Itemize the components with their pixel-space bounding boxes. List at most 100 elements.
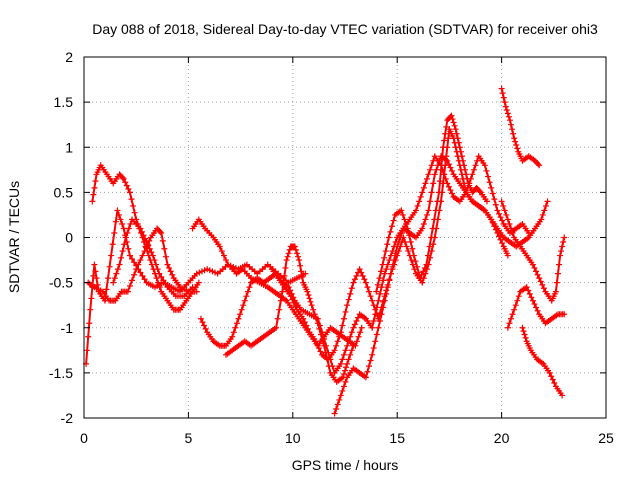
data-point xyxy=(356,266,363,273)
data-point-interp xyxy=(339,387,346,394)
data-point-interp xyxy=(111,229,118,236)
data-point-interp xyxy=(347,290,354,297)
data-point xyxy=(488,184,495,191)
data-point-interp xyxy=(119,248,126,255)
data-point-interp xyxy=(90,272,97,279)
data-point xyxy=(456,144,463,151)
data-point xyxy=(216,243,223,250)
data-point xyxy=(404,225,411,232)
data-point-interp xyxy=(492,226,499,233)
data-point-interp xyxy=(437,178,444,185)
data-point-interp xyxy=(445,135,452,142)
data-point-interp xyxy=(354,338,361,345)
data-point-interp xyxy=(351,276,358,283)
data-point-interp xyxy=(138,228,145,235)
data-point xyxy=(494,207,501,214)
y-tick-label: 0.5 xyxy=(54,184,74,200)
data-point xyxy=(137,225,144,232)
data-point-interp xyxy=(370,317,377,324)
data-point xyxy=(504,324,511,331)
data-point-interp xyxy=(292,303,299,310)
data-point-interp xyxy=(533,268,540,275)
data-point xyxy=(296,257,303,264)
data-point-interp xyxy=(361,276,368,283)
data-point-interp xyxy=(131,209,138,216)
x-tick-label: 5 xyxy=(185,430,193,446)
data-point-interp xyxy=(109,241,116,248)
data-point xyxy=(344,302,351,309)
data-point xyxy=(158,229,165,236)
data-point xyxy=(506,117,513,124)
x-tick-label: 10 xyxy=(285,430,301,446)
data-point-interp xyxy=(317,331,324,338)
data-point-interp xyxy=(409,245,416,252)
data-point-interp xyxy=(406,232,413,239)
y-tick-label: 1.5 xyxy=(54,94,74,110)
data-point-interp xyxy=(135,261,142,268)
data-point-interp xyxy=(126,283,133,290)
data-point-interp xyxy=(274,315,281,322)
data-point-interp xyxy=(310,306,317,313)
data-point-interp xyxy=(380,277,387,284)
data-point-interp xyxy=(522,334,529,341)
data-point xyxy=(379,261,386,268)
data-point-interp xyxy=(507,225,514,232)
data-point xyxy=(538,216,545,223)
data-point xyxy=(120,225,127,232)
data-point xyxy=(350,279,357,286)
data-point-interp xyxy=(376,290,383,297)
data-point-interp xyxy=(428,248,435,255)
data-point xyxy=(193,288,200,295)
data-point-interp xyxy=(514,297,521,304)
data-point-interp xyxy=(289,296,296,303)
data-point-interp xyxy=(348,285,355,292)
data-point xyxy=(419,225,426,232)
data-point xyxy=(195,279,202,286)
data-point-interp xyxy=(539,211,546,218)
data-point xyxy=(369,324,376,331)
data-point xyxy=(204,266,211,273)
data-point-interp xyxy=(432,207,439,214)
data-point xyxy=(283,257,290,264)
series-arc-12-markers xyxy=(498,198,568,304)
data-point-interp xyxy=(123,182,130,189)
x-tick-label: 20 xyxy=(494,430,510,446)
data-point-interp xyxy=(125,185,132,192)
data-point-interp xyxy=(124,229,131,236)
data-point-interp xyxy=(470,166,477,173)
data-point xyxy=(164,261,171,268)
data-point-interp xyxy=(390,217,397,224)
data-point-interp xyxy=(416,198,423,205)
data-point-interp xyxy=(505,113,512,120)
data-point-interp xyxy=(198,268,205,275)
data-point-interp xyxy=(367,357,374,364)
data-point-interp xyxy=(146,245,153,252)
data-point xyxy=(398,207,405,214)
data-point xyxy=(350,342,357,349)
data-point-interp xyxy=(333,405,340,412)
data-point-interp xyxy=(525,287,532,294)
data-point-interp xyxy=(412,258,419,265)
data-point-interp xyxy=(201,322,208,329)
data-point-interp xyxy=(129,255,136,262)
data-point-interp xyxy=(351,321,358,328)
data-point-interp xyxy=(293,250,300,257)
data-point xyxy=(519,324,526,331)
data-point xyxy=(133,266,140,273)
data-point-interp xyxy=(449,167,456,174)
data-point-interp xyxy=(384,241,391,248)
data-point xyxy=(108,252,115,259)
data-point-interp xyxy=(287,287,294,294)
data-point-interp xyxy=(447,187,454,194)
data-point-interp xyxy=(398,229,405,236)
data-point-interp xyxy=(427,166,434,173)
data-point xyxy=(375,324,382,331)
data-point xyxy=(337,392,344,399)
data-point-interp xyxy=(548,373,555,380)
data-point-interp xyxy=(560,239,567,246)
data-point-interp xyxy=(533,304,540,311)
data-point-interp xyxy=(313,315,320,322)
data-point xyxy=(381,270,388,277)
data-point-interp xyxy=(106,263,113,270)
data-point-interp xyxy=(220,252,227,259)
